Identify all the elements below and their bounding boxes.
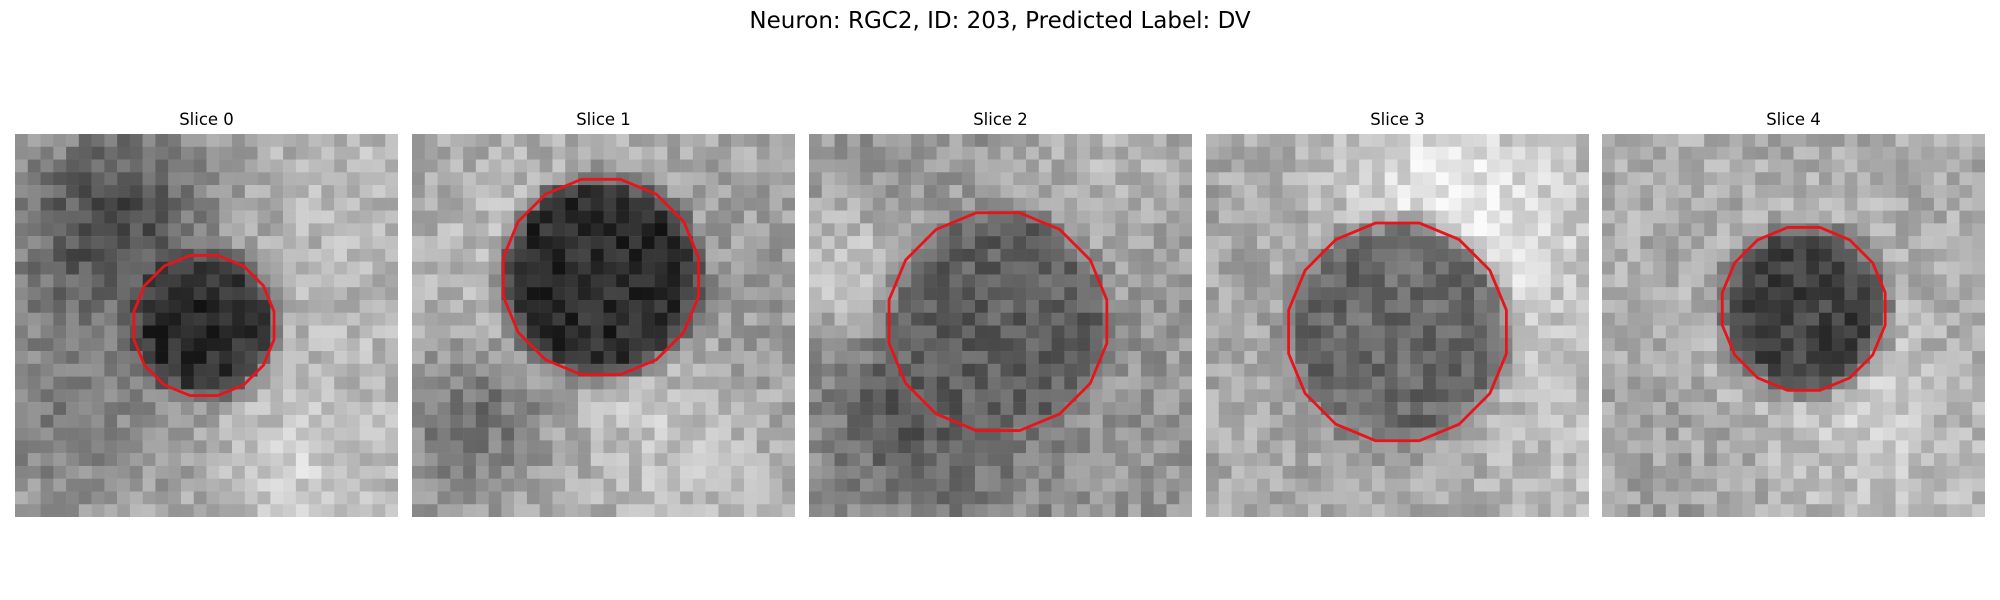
cell-contour [1720, 226, 1887, 392]
slice-panel-2: Slice 2 [809, 110, 1192, 517]
slice-panel-0: Slice 0 [15, 110, 398, 517]
cell-contour [132, 254, 276, 397]
slice-title: Slice 0 [179, 110, 234, 129]
slice-title: Slice 1 [576, 110, 631, 129]
slice-title: Slice 2 [973, 110, 1028, 129]
slice-panel-3: Slice 3 [1206, 110, 1589, 517]
slice-panel-1: Slice 1 [412, 110, 795, 517]
cell-contour [501, 177, 701, 377]
slice-image [15, 134, 398, 517]
cell-contour [887, 211, 1109, 432]
slice-title: Slice 3 [1370, 110, 1425, 129]
slice-panel-4: Slice 4 [1602, 110, 1985, 517]
slice-image [1602, 134, 1985, 517]
figure-title: Neuron: RGC2, ID: 203, Predicted Label: … [749, 8, 1251, 34]
slice-image [1206, 134, 1589, 517]
slice-image [809, 134, 1192, 517]
slice-image [412, 134, 795, 517]
slice-title: Slice 4 [1766, 110, 1821, 129]
cell-contour [1287, 221, 1508, 443]
